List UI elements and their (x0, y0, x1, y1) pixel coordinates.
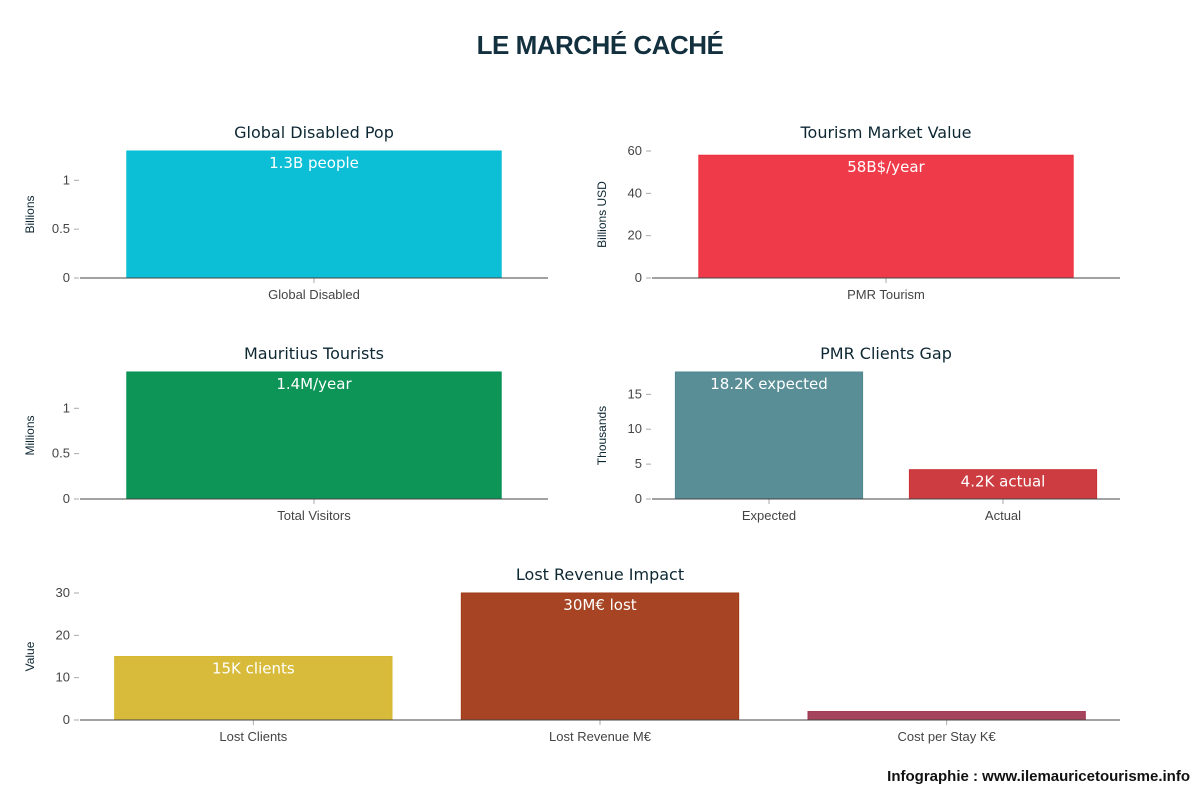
bar-value-label: 1.4M/year (276, 375, 352, 393)
panel-global-disabled: Global Disabled Pop Billions 0 0.5 1 1.3B peo… (23, 123, 548, 302)
y-tick-label: 60 (628, 143, 642, 158)
y-tick-label: 0 (63, 712, 70, 727)
y-tick-label: 0 (63, 491, 70, 506)
y-axis-label: Thousands (595, 406, 609, 465)
y-tick-label: 5 (635, 456, 642, 471)
y-tick-label: 0 (63, 270, 70, 285)
bar (674, 371, 864, 500)
bar-value-label: 4.2K actual (961, 473, 1046, 491)
chart-title: Tourism Market Value (799, 123, 971, 142)
panel-lost-revenue: Lost Revenue Impact Value 0 10 20 30 15K clien… (23, 565, 1120, 744)
y-tick-label: 30 (56, 585, 70, 600)
footer-credit: Infographie : www.ilemauricetourisme.inf… (887, 768, 1190, 785)
y-tick-label: 1 (63, 400, 70, 415)
y-tick-label: 1 (63, 172, 70, 187)
y-tick-label: 0.5 (52, 446, 70, 461)
x-tick-label: Lost Revenue M€ (549, 729, 652, 744)
y-tick-label: 10 (56, 670, 70, 685)
x-tick-label: Lost Clients (219, 729, 287, 744)
y-tick-label: 10 (628, 421, 642, 436)
panel-tourism-market: Tourism Market Value Billions USD 0 20 40 60 5… (595, 123, 1120, 302)
panel-pmr-gap: PMR Clients Gap Thousands 0 5 10 15 18.2K expe… (595, 344, 1120, 523)
y-tick-label: 20 (628, 228, 642, 243)
y-tick-label: 40 (628, 185, 642, 200)
y-axis-label: Billions (23, 195, 37, 233)
chart-title: Lost Revenue Impact (516, 565, 684, 584)
y-tick-label: 0 (635, 491, 642, 506)
bar (698, 154, 1074, 279)
bar-value-label: 18.2K expected (710, 375, 827, 393)
x-tick-label: Expected (742, 508, 796, 523)
y-axis-label: Value (23, 641, 37, 671)
y-tick-label: 0 (635, 270, 642, 285)
bar (908, 469, 1098, 500)
x-tick-label: Global Disabled (268, 287, 360, 302)
y-tick-label: 0.5 (52, 221, 70, 236)
bar (807, 711, 1086, 721)
y-tick-label: 20 (56, 627, 70, 642)
y-axis-label: Millions (23, 415, 37, 455)
bar (126, 371, 502, 500)
bar-value-label: 30M€ lost (563, 596, 637, 614)
x-tick-label: Cost per Stay K€ (898, 729, 997, 744)
bar-value-label: 1.3B people (269, 154, 359, 172)
x-tick-label: PMR Tourism (847, 287, 925, 302)
bar (460, 592, 740, 721)
bar (114, 656, 393, 721)
chart-title: Global Disabled Pop (234, 123, 394, 142)
x-tick-label: Total Visitors (277, 508, 351, 523)
chart-title: Mauritius Tourists (244, 344, 384, 363)
y-tick-label: 15 (628, 386, 642, 401)
bar-value-label: 58B$/year (847, 158, 925, 176)
bar-value-label: 15K clients (212, 660, 295, 678)
page-title: LE MARCHÉ CACHÉ (476, 30, 724, 60)
panel-mauritius-tourists: Mauritius Tourists Millions 0 0.5 1 1.4M/year… (23, 344, 548, 523)
y-axis-label: Billions USD (595, 181, 609, 248)
bar (126, 150, 502, 279)
x-tick-label: Actual (985, 508, 1021, 523)
chart-title: PMR Clients Gap (820, 344, 952, 363)
